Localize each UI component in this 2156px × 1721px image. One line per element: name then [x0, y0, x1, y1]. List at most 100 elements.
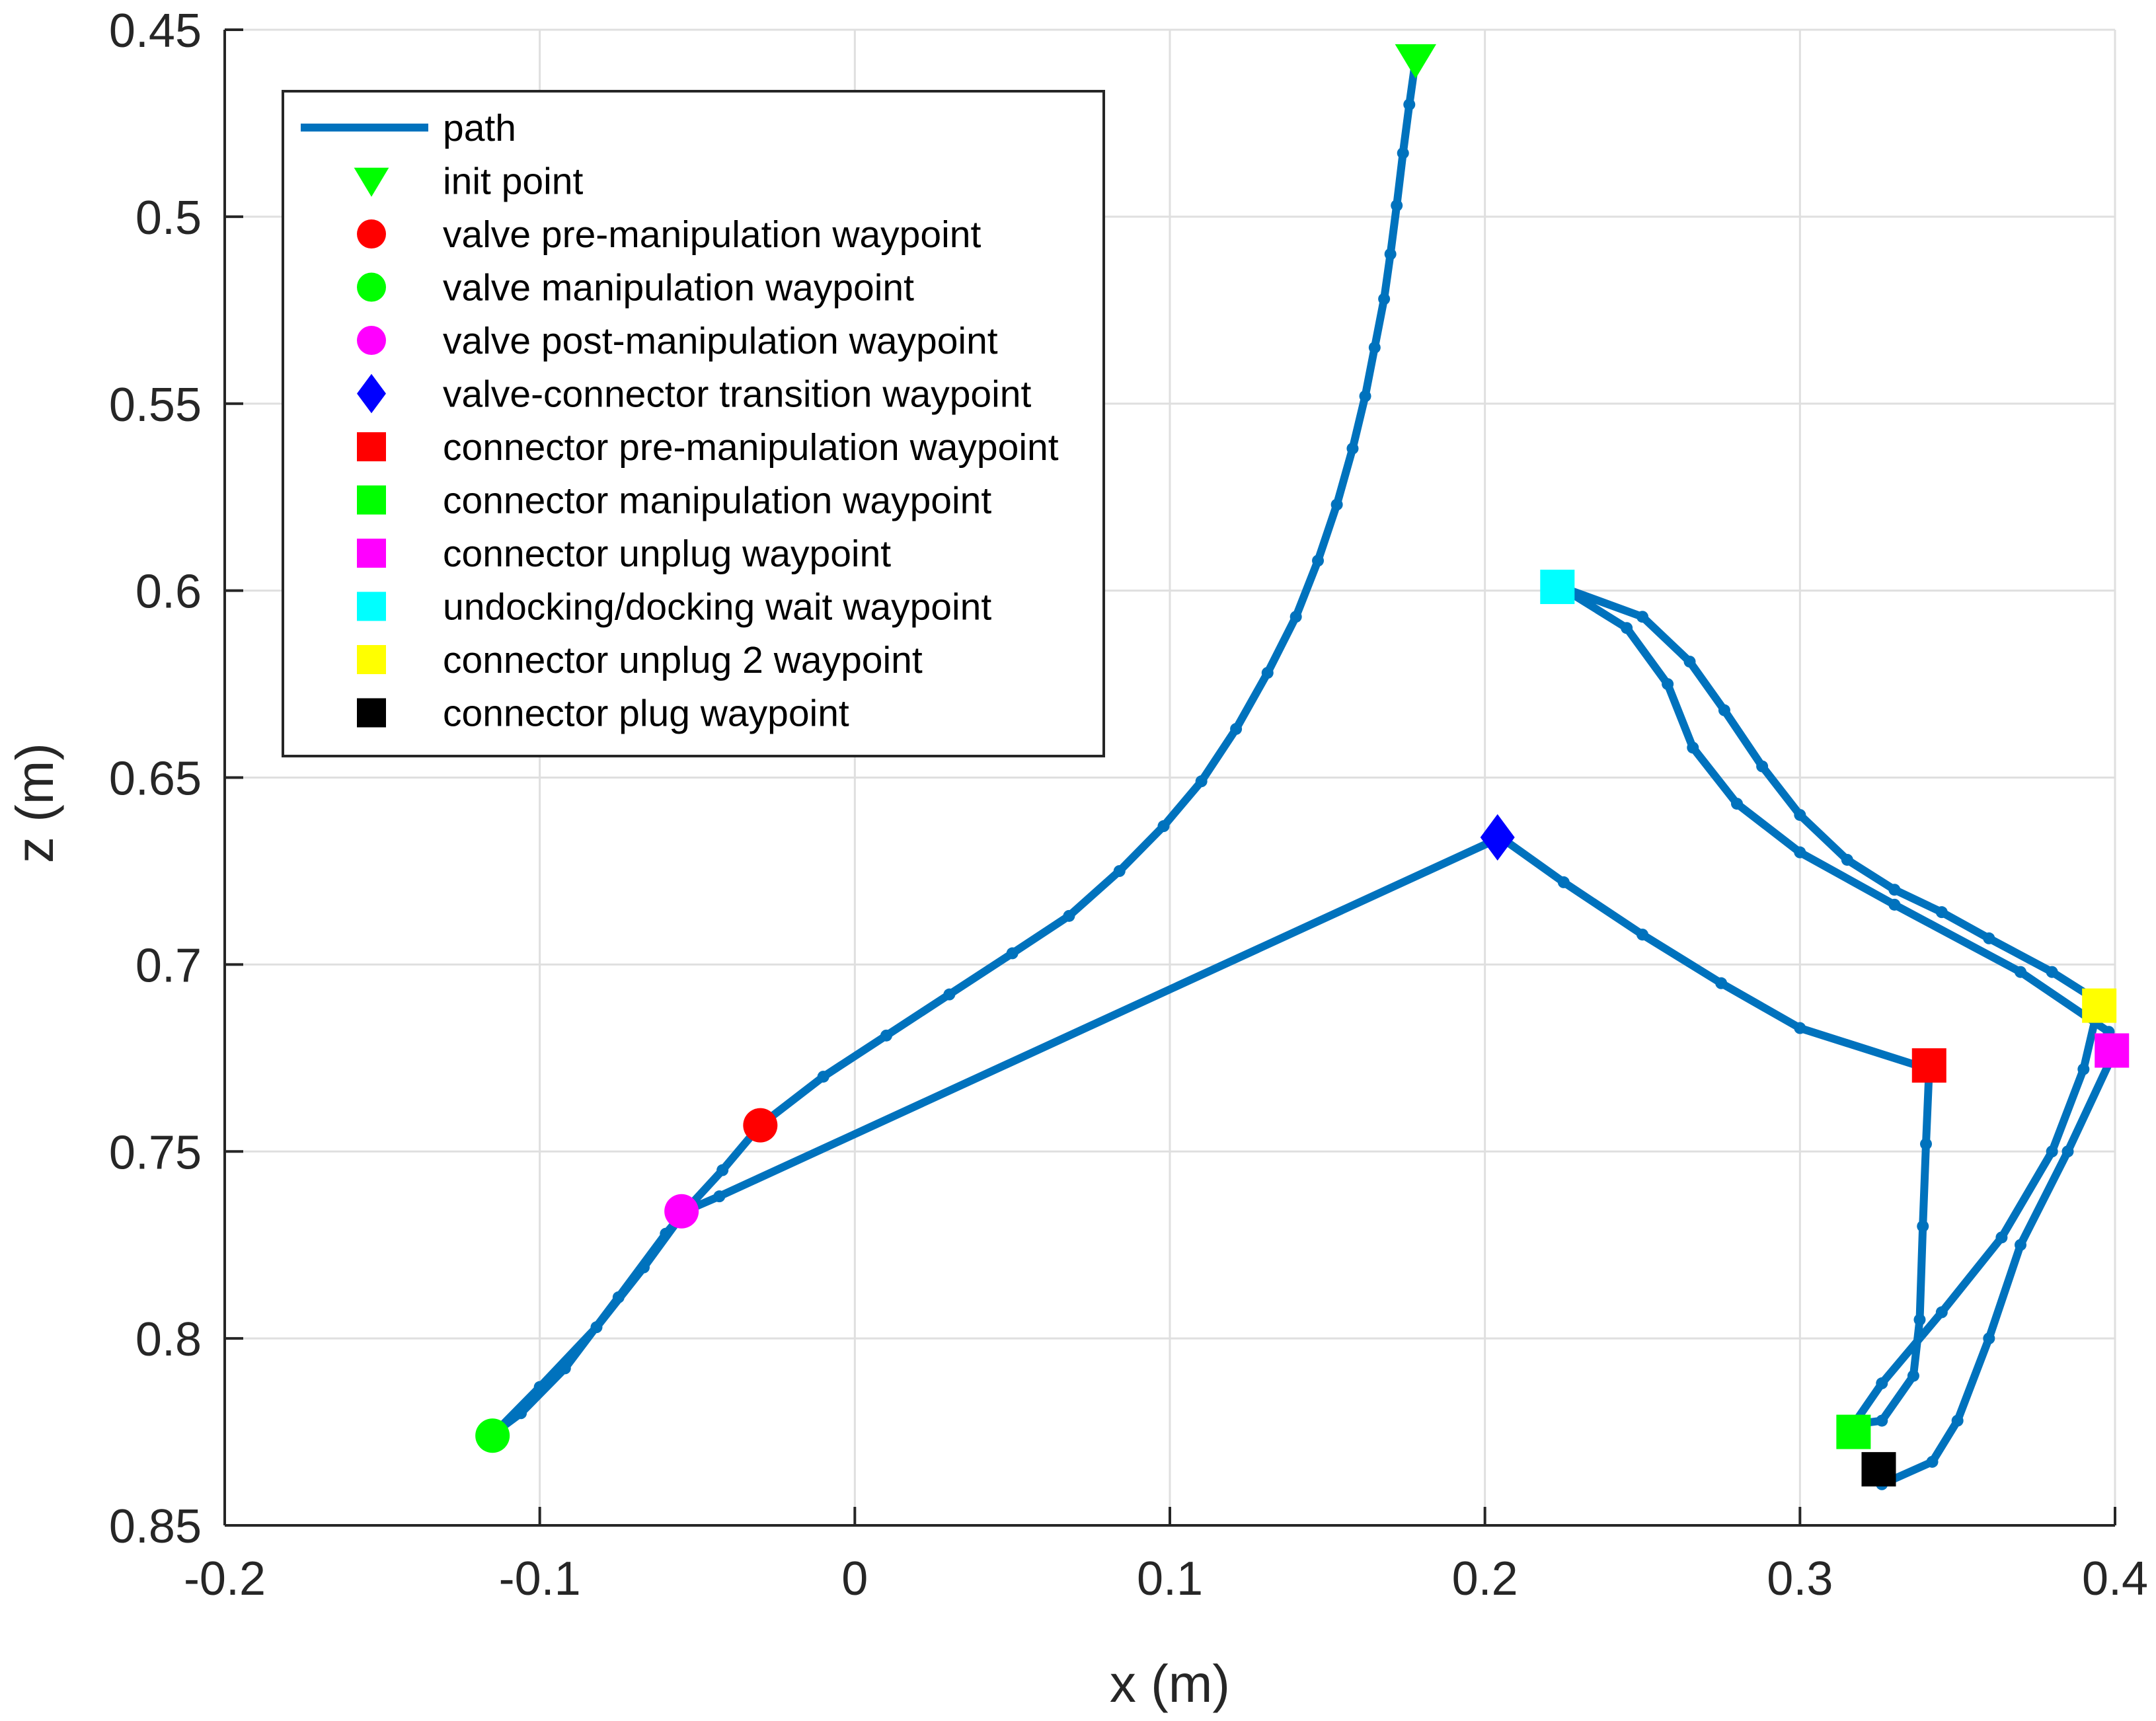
- x-tick-label: -0.2: [184, 1552, 266, 1605]
- legend-init-point-label: init point: [443, 161, 583, 203]
- path-point: [1935, 1306, 1948, 1319]
- x-tick-label: 0.3: [1767, 1552, 1833, 1605]
- y-tick-label: 0.75: [109, 1126, 202, 1179]
- path-point: [1346, 442, 1359, 455]
- path-point: [1636, 929, 1648, 941]
- path-point: [1926, 1455, 1939, 1468]
- path-point: [1876, 1414, 1888, 1427]
- path-point: [1951, 1414, 1964, 1427]
- path-point: [1794, 846, 1806, 859]
- path-point: [880, 1029, 892, 1042]
- legend-valve-post-manipulation-waypoint-symbol: [357, 326, 386, 355]
- path-point: [1715, 977, 1728, 989]
- legend-valve-manipulation-waypoint-symbol: [357, 272, 386, 302]
- valve-connector-transition-waypoint-marker: [1480, 814, 1515, 861]
- legend-connector-unplug-waypoint-symbol: [357, 539, 386, 568]
- path-point: [1983, 932, 1995, 944]
- x-tick-label: -0.1: [499, 1552, 581, 1605]
- connector-unplug-waypoint-marker: [2095, 1033, 2130, 1068]
- path-point: [1230, 722, 1243, 735]
- ticks: -0.2 -0.1 0 0.1 0.2 0.3 0.4 0.45 0.5 0.55 0.6 0.65 0…: [109, 5, 2148, 1605]
- legend-undocking-docking-wait-waypoint-symbol: [357, 592, 386, 621]
- path-point: [1378, 293, 1391, 305]
- path-point: [1261, 667, 1274, 679]
- legend-connector-unplug-2-waypoint-symbol: [357, 645, 386, 674]
- path-point: [1290, 611, 1302, 623]
- y-tick-label: 0.85: [109, 1500, 202, 1553]
- legend-valve-manipulation-waypoint-label: valve manipulation waypoint: [443, 267, 914, 309]
- path-point: [558, 1362, 571, 1375]
- path-point: [1113, 864, 1126, 877]
- path-point: [1888, 898, 1901, 911]
- undocking-docking-wait-waypoint-marker: [1540, 569, 1575, 604]
- path-point: [1384, 248, 1397, 260]
- legend-undocking-docking-wait-waypoint-label: undocking/docking wait waypoint: [443, 586, 991, 629]
- legend-connector-pre-manipulation-waypoint-label: connector pre-manipulation waypoint: [443, 426, 1059, 469]
- y-tick-label: 0.6: [135, 566, 202, 619]
- path-point: [1368, 341, 1381, 354]
- path-point: [1391, 199, 1403, 211]
- path-point: [2015, 966, 2026, 978]
- y-tick-label: 0.65: [109, 753, 202, 806]
- legend-valve-connector-transition-waypoint-symbol: [357, 373, 386, 414]
- path-point: [1794, 809, 1806, 822]
- legend-init-point-symbol: [354, 167, 389, 197]
- path-point: [533, 1381, 546, 1393]
- x-tick-label: 0.2: [1452, 1552, 1518, 1605]
- path-point: [1621, 622, 1633, 634]
- legend-connector-manipulation-waypoint-label: connector manipulation waypoint: [443, 480, 991, 522]
- path-point: [1718, 704, 1730, 716]
- path-point: [2015, 1239, 2026, 1251]
- path-point: [1397, 147, 1409, 159]
- path-point: [713, 1190, 726, 1203]
- valve-post-manipulation-waypoint-marker: [664, 1194, 699, 1229]
- path-point: [1687, 742, 1699, 754]
- valve-pre-manipulation-waypoint-marker: [743, 1108, 778, 1143]
- x-tick-label: 0.1: [1137, 1552, 1203, 1605]
- path-point: [1841, 853, 1853, 866]
- y-tick-label: 0.55: [109, 379, 202, 432]
- legend-connector-unplug-waypoint-label: connector unplug waypoint: [443, 533, 891, 575]
- path-point: [590, 1321, 603, 1334]
- legend-path-label: path: [443, 107, 516, 149]
- path-point: [1557, 876, 1570, 888]
- path-point: [1359, 390, 1371, 402]
- connector-unplug-2-waypoint-marker: [2082, 988, 2117, 1023]
- legend-connector-unplug-2-waypoint-label: connector unplug 2 waypoint: [443, 639, 923, 681]
- path-point: [943, 988, 956, 1001]
- legend-valve-connector-transition-waypoint-label: valve-connector transition waypoint: [443, 373, 1031, 416]
- path-point: [1935, 906, 1948, 919]
- path-point: [637, 1261, 650, 1274]
- path-point: [1888, 884, 1901, 896]
- path-point: [1995, 1231, 2008, 1244]
- path-point: [1920, 1137, 1932, 1150]
- legend-valve-post-manipulation-waypoint-label: valve post-manipulation waypoint: [443, 320, 998, 362]
- path-point: [1983, 1332, 1995, 1345]
- path-point: [515, 1407, 527, 1420]
- path-point: [1312, 555, 1325, 567]
- y-tick-label: 0.7: [135, 939, 202, 992]
- legend-connector-plug-waypoint-symbol: [357, 698, 386, 728]
- path-point: [817, 1071, 829, 1083]
- legend-valve-pre-manipulation-waypoint-label: valve pre-manipulation waypoint: [443, 213, 981, 256]
- path-point: [1731, 798, 1743, 810]
- path-point: [1006, 947, 1019, 960]
- legend-connector-pre-manipulation-waypoint-symbol: [357, 432, 386, 461]
- path-point: [1063, 909, 1075, 922]
- path-point: [1662, 678, 1674, 691]
- y-tick-label: 0.8: [135, 1313, 202, 1366]
- path-point: [716, 1164, 729, 1176]
- path-point: [1683, 656, 1696, 668]
- path-point: [1195, 775, 1208, 788]
- path-point: [2077, 1063, 2090, 1075]
- y-tick-label: 0.5: [135, 192, 202, 245]
- x-tick-label: 0.4: [2082, 1552, 2148, 1605]
- y-tick-label: 0.45: [109, 5, 202, 57]
- plot-area: [475, 44, 2130, 1490]
- path-point: [2046, 1145, 2058, 1158]
- connector-plug-waypoint-marker: [1861, 1452, 1896, 1487]
- path-point: [1756, 760, 1769, 773]
- path-point: [2046, 966, 2058, 978]
- connector-manipulation-waypoint-marker: [1836, 1414, 1871, 1449]
